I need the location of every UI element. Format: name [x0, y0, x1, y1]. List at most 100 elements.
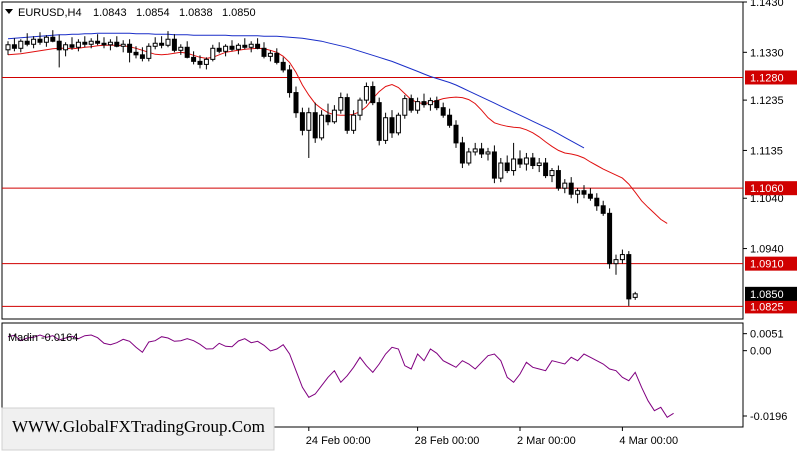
candle-body: [389, 117, 395, 134]
candle-body: [210, 47, 216, 60]
price-tick-label: 1.1040: [750, 193, 784, 205]
candle-body: [31, 38, 37, 45]
level-tag-label-3: 1.0825: [750, 301, 784, 313]
candle-49: [319, 110, 325, 141]
candle-body: [82, 41, 88, 45]
candle-15: [101, 37, 107, 49]
candle-3: [24, 33, 30, 47]
candle-59: [383, 112, 389, 144]
candle-48: [312, 102, 318, 143]
candle-39: [255, 38, 261, 50]
candle-56: [363, 82, 369, 104]
candle-body: [50, 36, 56, 42]
candle-69: [447, 108, 453, 128]
time-tick-label-3: 4 Mar 00:00: [619, 435, 678, 447]
current-price-label: 1.0850: [750, 289, 784, 301]
ma-slow-line: [7, 32, 585, 149]
candle-body: [402, 98, 408, 116]
level-tag-1: [745, 181, 797, 196]
level-tag-2: [745, 256, 797, 271]
candle-28: [184, 41, 190, 59]
candle-body: [607, 212, 613, 265]
collapse-triangle-icon[interactable]: [5, 9, 13, 14]
candle-body: [587, 193, 593, 199]
time-axis: 24 Feb 00:00 28 Feb 00:00 2 Mar 00:00 4 Mar…: [306, 427, 678, 447]
watermark-box: [1, 407, 275, 451]
candle-26: [171, 34, 177, 53]
candle-body: [536, 162, 542, 167]
candle-body: [43, 36, 49, 43]
candle-body: [447, 114, 453, 126]
indicator-panel: [1, 322, 744, 428]
price-panel: [1, 1, 744, 320]
price-tick-label: 1.0940: [750, 244, 784, 256]
candle-body: [370, 86, 376, 104]
candle-body: [88, 40, 94, 45]
candle-body: [415, 101, 421, 111]
candle-73: [472, 142, 478, 156]
candle-40: [261, 42, 267, 59]
candle-body: [306, 112, 312, 131]
candle-51: [331, 105, 337, 124]
level-tag-0: [745, 70, 797, 85]
candle-body: [75, 41, 81, 48]
candle-33: [216, 42, 222, 54]
candle-2: [18, 39, 24, 53]
candle-body: [133, 51, 139, 56]
candle-body: [395, 114, 401, 134]
candle-10: [69, 37, 75, 50]
candle-25: [165, 31, 171, 48]
candle-body: [37, 38, 43, 43]
time-tick-label-1: 28 Feb 00:00: [415, 435, 480, 447]
indicator-madin: 0.0051 0.00 -0.0196: [7, 329, 787, 423]
candle-body: [338, 97, 344, 111]
level-tag-label-2: 1.0910: [750, 259, 784, 271]
ohlc-high: 1.0854: [136, 7, 170, 19]
candle-body: [357, 99, 363, 116]
candle-6: [43, 35, 49, 47]
candle-body: [626, 254, 632, 300]
candle-body: [517, 158, 523, 165]
candle-body: [421, 101, 427, 106]
candle-body: [312, 112, 318, 139]
candle-65: [421, 93, 427, 108]
candle-27: [178, 44, 184, 55]
candle-body: [632, 293, 638, 298]
candle-body: [511, 158, 517, 172]
candle-body: [600, 205, 606, 214]
candle-body: [223, 45, 229, 52]
candle-64: [415, 97, 421, 114]
candle-body: [575, 190, 581, 195]
candle-body: [261, 47, 267, 57]
watermark-text: WWW.GlobalFXTradingGroup.Com: [12, 417, 265, 436]
candle-body: [479, 148, 485, 155]
candle-95: [613, 254, 619, 275]
candle-83: [536, 157, 542, 173]
level-lines: [2, 76, 743, 307]
ohlc-close: 1.0850: [222, 7, 256, 19]
candle-77: [498, 157, 504, 183]
candle-body: [472, 148, 478, 153]
candle-body: [331, 109, 337, 123]
candle-88: [568, 177, 574, 199]
candle-body: [216, 47, 222, 52]
candle-body: [453, 124, 459, 144]
candle-body: [466, 151, 472, 164]
candle-92: [594, 193, 600, 211]
candle-61: [395, 112, 401, 136]
candle-34: [223, 44, 229, 57]
candle-body: [459, 142, 465, 164]
current-price-tag: [745, 286, 797, 301]
candle-body: [18, 40, 24, 49]
candle-body: [594, 197, 600, 207]
candle-body: [178, 46, 184, 51]
candle-85: [549, 168, 555, 183]
candle-body: [107, 41, 113, 46]
candle-82: [530, 152, 536, 170]
candle-60: [389, 110, 395, 138]
candle-body: [139, 54, 145, 59]
candle-body: [5, 44, 11, 51]
candle-body: [613, 259, 619, 265]
candle-22: [146, 43, 152, 62]
